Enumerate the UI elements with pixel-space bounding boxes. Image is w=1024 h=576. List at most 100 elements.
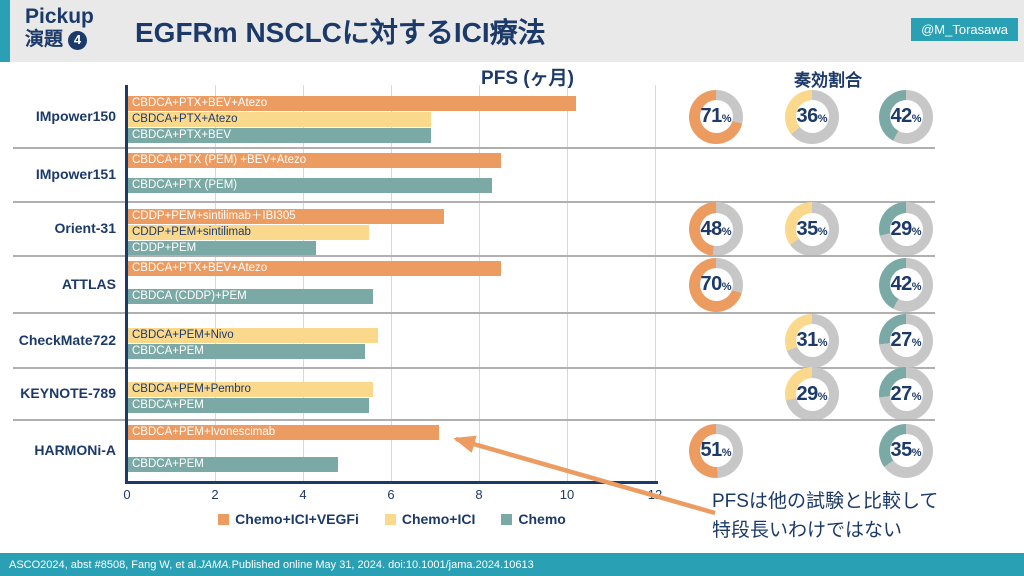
donut-hole: 31% xyxy=(795,324,829,357)
badge-number-icon: 4 xyxy=(68,30,88,50)
donut-hole: 51% xyxy=(699,434,733,467)
legend-label: Chemo xyxy=(518,511,566,527)
donut-hole: 35% xyxy=(795,212,829,246)
response-rate-value: 48% xyxy=(700,217,732,240)
legend-swatch-icon xyxy=(384,513,396,525)
bar-label: CBDCA (CDDP)+PEM xyxy=(132,290,247,302)
response-rate-value: 35% xyxy=(796,217,828,240)
response-rate-value: 31% xyxy=(796,329,828,351)
pfs-axis-title: PFS (ヶ月) xyxy=(481,68,574,89)
response-donut-impower150-chemo+ici+vegfi: 71% xyxy=(689,89,743,144)
gridline-2 xyxy=(215,85,216,481)
x-tick-0: 0 xyxy=(123,487,131,502)
annotation-text: PFSは他の試験と比較して 特段長いわけではない xyxy=(712,488,938,545)
response-donut-impower150-chemo+ici: 36% xyxy=(785,89,839,144)
response-rate-value: 27% xyxy=(890,329,922,351)
bar-attlas-0: CBDCA+PTX+BEV+Atezo xyxy=(127,261,501,276)
legend-item-chemo+ici+vegfi: Chemo+ICI+VEGFi xyxy=(218,511,359,527)
bar-orient-31-2: CDDP+PEM xyxy=(127,240,317,256)
x-tick-2: 2 xyxy=(211,487,219,502)
donut-hole: 29% xyxy=(889,212,923,246)
response-donut-attlas-chemo: 42% xyxy=(879,257,933,312)
trial-label-harmoni-a: HARMONi-A xyxy=(34,441,116,458)
legend-swatch-icon xyxy=(501,513,513,525)
footer-journal: JAMA. xyxy=(199,558,232,571)
page-title: EGFRm NSCLCに対するICI療法 xyxy=(135,17,546,48)
donut-hole: 27% xyxy=(889,377,923,411)
bar-keynote-789-1: CBDCA+PEM xyxy=(127,397,369,413)
bar-label: CBDCA+PTX+BEV xyxy=(132,129,232,141)
gridline-10 xyxy=(567,85,568,481)
annotation-line1: PFSは他の試験と比較して xyxy=(712,491,939,512)
response-donut-orient-31-chemo+ici+vegfi: 48% xyxy=(689,202,743,256)
gridline-6 xyxy=(391,85,392,481)
donut-hole: 35% xyxy=(889,434,923,467)
legend-item-chemo+ici: Chemo+ICI xyxy=(384,511,475,527)
footer-citation: ASCO2024, abst #8508, Fang W, et al. JAM… xyxy=(0,553,1024,576)
legend-label: Chemo+ICI+VEGFi xyxy=(235,511,359,527)
trial-label-orient-31: Orient-31 xyxy=(54,220,116,236)
x-axis-line xyxy=(125,481,658,484)
bar-impower150-1: CBDCA+PTX+Atezo xyxy=(127,112,431,127)
bar-label: CBDCA+PEM xyxy=(132,398,204,411)
y-axis-line xyxy=(125,85,128,484)
response-donut-checkmate722-chemo+ici: 31% xyxy=(785,313,839,368)
response-donut-harmoni-a-chemo+ici+vegfi: 51% xyxy=(689,423,743,478)
pickup-badge: Pickup 演題 4 xyxy=(25,5,94,51)
row-divider-2 xyxy=(13,255,935,257)
row-divider-4 xyxy=(13,367,935,369)
bar-checkmate722-0: CBDCA+PEM+Nivo xyxy=(127,328,378,343)
bar-keynote-789-0: CBDCA+PEM+Pembro xyxy=(127,381,374,397)
response-donut-harmoni-a-chemo: 35% xyxy=(879,423,933,478)
pickup-badge-line2-text: 演題 xyxy=(25,29,64,51)
pickup-badge-line2: 演題 4 xyxy=(25,29,94,51)
bar-label: CDDP+PEM+sintilimab xyxy=(132,225,251,238)
trial-label-impower150: IMpower150 xyxy=(35,107,116,124)
annotation-arrow xyxy=(453,435,716,516)
bar-attlas-1: CBDCA (CDDP)+PEM xyxy=(127,289,374,304)
trial-label-keynote-789: KEYNOTE-789 xyxy=(20,385,116,401)
bar-label: CBDCA+PTX+BEV+Atezo xyxy=(132,262,268,274)
bar-impower151-1: CBDCA+PTX (PEM) xyxy=(127,178,493,193)
accent-stripe xyxy=(0,0,10,62)
donut-hole: 71% xyxy=(699,100,733,133)
bar-harmoni-a-1: CBDCA+PEM xyxy=(127,457,339,472)
footer-citation-pre: ASCO2024, abst #8508, Fang W, et al. xyxy=(9,558,200,571)
pickup-badge-line1: Pickup xyxy=(25,5,94,28)
response-donut-keynote-789-chemo: 27% xyxy=(879,367,933,421)
bar-label: CBDCA+PEM+Pembro xyxy=(132,382,251,395)
response-donut-attlas-chemo+ici+vegfi: 70% xyxy=(689,257,743,312)
row-divider-5 xyxy=(13,419,935,421)
donut-hole: 70% xyxy=(699,268,733,301)
badge-number: 4 xyxy=(73,31,82,47)
bar-label: CDDP+PEM+sintilimab＋IBI305 xyxy=(132,209,296,222)
gridline-4 xyxy=(303,85,304,481)
donut-hole: 42% xyxy=(889,100,923,133)
response-rate-title: 奏効割合 xyxy=(794,71,862,90)
legend-swatch-icon xyxy=(218,513,230,525)
bar-orient-31-0: CDDP+PEM+sintilimab＋IBI305 xyxy=(127,208,444,224)
footer-citation-post: Published online May 31, 2024. doi:10.10… xyxy=(231,558,534,571)
bar-label: CBDCA+PTX (PEM) xyxy=(132,179,238,191)
response-donut-orient-31-chemo: 29% xyxy=(879,202,933,256)
bar-harmoni-a-0: CBDCA+PEM+Ivonescimab xyxy=(127,425,440,440)
response-rate-value: 71% xyxy=(700,105,732,127)
bar-impower151-0: CBDCA+PTX (PEM) +BEV+Atezo xyxy=(127,153,501,168)
bar-label: CBDCA+PTX (PEM) +BEV+Atezo xyxy=(132,154,307,166)
response-donut-orient-31-chemo+ici: 35% xyxy=(785,202,839,256)
bar-label: CBDCA+PEM xyxy=(132,345,204,357)
trial-label-attlas: ATTLAS xyxy=(61,275,116,292)
response-rate-value: 70% xyxy=(700,273,732,295)
response-donut-keynote-789-chemo+ici: 29% xyxy=(785,367,839,421)
response-donut-checkmate722-chemo: 27% xyxy=(879,313,933,368)
gridline-12 xyxy=(655,85,656,481)
response-rate-value: 51% xyxy=(700,439,732,461)
response-rate-value: 42% xyxy=(890,273,922,295)
x-tick-6: 6 xyxy=(387,487,395,502)
bar-label: CBDCA+PEM+Ivonescimab xyxy=(132,426,276,438)
bar-checkmate722-1: CBDCA+PEM xyxy=(127,344,365,359)
trial-label-impower151: IMpower151 xyxy=(35,166,116,182)
response-rate-value: 36% xyxy=(796,105,828,127)
bar-label: CBDCA+PEM+Nivo xyxy=(132,329,234,341)
trial-label-checkmate722: CheckMate722 xyxy=(18,331,116,348)
